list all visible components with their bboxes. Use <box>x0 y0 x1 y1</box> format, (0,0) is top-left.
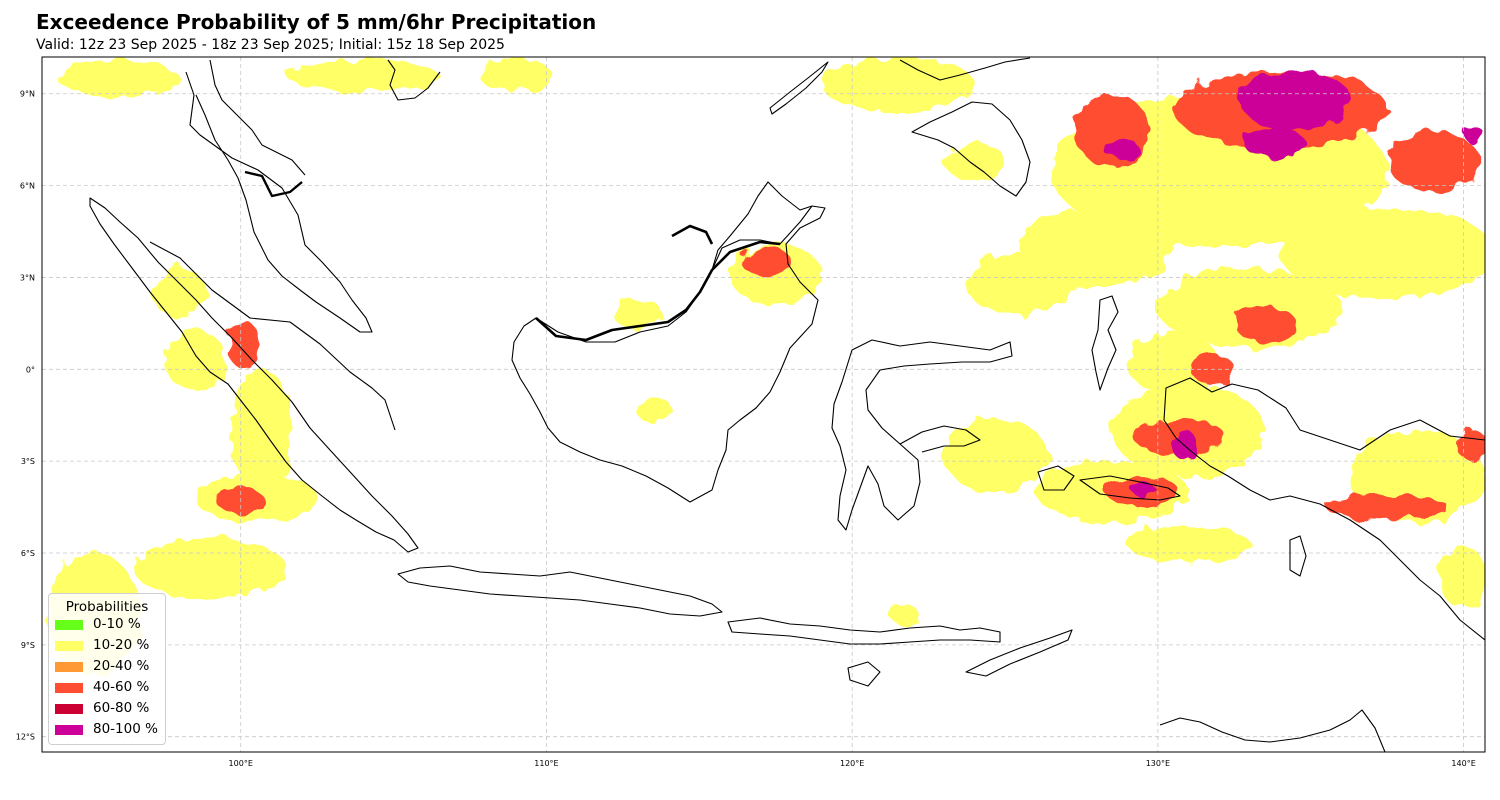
latitude-tick-label: 6°N <box>20 182 35 191</box>
legend-label: 20-40 % <box>93 658 150 674</box>
map-plot-area <box>42 57 1485 752</box>
longitude-tick-label: 140°E <box>1451 759 1475 768</box>
buru-coastline <box>1037 465 1075 491</box>
legend-label: 80-100 % <box>93 721 158 737</box>
legend-swatch <box>55 725 83 735</box>
thailand-border <box>244 170 303 198</box>
precip-area-80-100 <box>1240 69 1351 131</box>
sumatra-coastline <box>89 197 419 553</box>
legend-swatch <box>55 641 83 651</box>
borneo-north-border <box>671 224 714 245</box>
precip-area-10-20 <box>286 60 440 91</box>
precip-area-10-20 <box>1280 207 1485 299</box>
latitude-tick-label: 9°N <box>20 90 35 99</box>
precip-area-80-100 <box>1463 124 1482 143</box>
map-title: Exceedence Probability of 5 mm/6hr Preci… <box>36 10 597 34</box>
legend-item: 0-10 % <box>49 615 165 636</box>
new-guinea-coastline <box>1163 377 1485 641</box>
graticule <box>42 57 1485 752</box>
precip-area-40-60 <box>1234 304 1296 342</box>
precip-area-10-20 <box>821 57 975 113</box>
longitude-tick-label: 100°E <box>229 759 253 768</box>
precip-area-10-20 <box>152 268 208 318</box>
sulawesi-east-arm <box>899 425 981 453</box>
philippines-mindanao-coastline <box>911 101 1031 197</box>
precip-area-10-20 <box>1127 525 1250 563</box>
precip-area-80-100 <box>1130 482 1155 495</box>
precip-area-10-20 <box>965 252 1076 315</box>
sabah-outline <box>711 181 813 271</box>
legend-swatch <box>55 662 83 672</box>
longitude-tick-label: 130°E <box>1146 759 1170 768</box>
sulawesi-coastline <box>831 339 1013 531</box>
legend-swatch <box>55 704 83 714</box>
latitude-tick-label: 3°N <box>20 273 35 282</box>
axis-ticks: 100°E 110°E 120°E 130°E 140°E 9°N 6°N 3°N 0° 3°S 6… <box>16 90 1476 768</box>
legend-item: 20-40 % <box>49 657 165 678</box>
map-subtitle: Valid: 12z 23 Sep 2025 - 18z 23 Sep 2025… <box>36 37 505 53</box>
legend-swatch <box>55 620 83 630</box>
precip-area-80-100 <box>1243 127 1305 159</box>
legend-item: 40-60 % <box>49 678 165 699</box>
precip-area-10-20 <box>57 60 180 97</box>
lesser-sunda-coastline <box>727 617 1001 645</box>
longitude-tick-label: 110°E <box>534 759 558 768</box>
seram-coastline <box>1079 475 1181 501</box>
precip-area-40-60 <box>1457 430 1485 462</box>
vietnam-coastline <box>387 59 441 101</box>
precip-area-40-60 <box>228 320 260 370</box>
legend: Probabilities 0-10 % 10-20 % 20-40 % 40-… <box>48 593 166 745</box>
precip-area-10-20 <box>1439 546 1485 609</box>
precip-area-40-60 <box>1326 494 1449 520</box>
precip-area-10-20 <box>479 60 553 91</box>
legend-label: 0-10 % <box>93 616 141 632</box>
sumba-coastline <box>847 661 881 687</box>
philippines-visayas-coastline <box>899 57 1031 81</box>
thailand-cambodia-coastline <box>209 59 306 176</box>
probability-fill-layer <box>48 57 1485 676</box>
precip-area-40-60 <box>742 246 792 278</box>
latitude-tick-label: 12°S <box>16 733 35 742</box>
precip-area-10-20 <box>133 537 287 599</box>
precip-area-10-20 <box>613 298 663 330</box>
kalimantan-border <box>535 240 781 342</box>
legend-item: 60-80 % <box>49 699 165 720</box>
java-coastline <box>397 565 723 617</box>
precip-area-10-20 <box>888 605 920 624</box>
malay-peninsula-coastline <box>185 71 373 333</box>
legend-label: 60-80 % <box>93 700 150 716</box>
legend-title: Probabilities <box>65 599 149 615</box>
legend-label: 40-60 % <box>93 679 150 695</box>
precip-area-80-100 <box>1102 139 1140 159</box>
precip-area-10-20 <box>943 418 1048 492</box>
palawan-coastline <box>769 61 829 115</box>
latitude-tick-label: 6°S <box>21 549 35 558</box>
precip-area-10-20 <box>164 329 226 391</box>
map-frame <box>41 56 1486 753</box>
timor-coastline <box>965 629 1073 677</box>
coastline-layer <box>89 57 1485 752</box>
sumatra-east-coast <box>149 241 396 431</box>
legend-item: 10-20 % <box>49 636 165 657</box>
australia-coastline <box>1159 709 1386 752</box>
legend-swatch <box>55 683 83 693</box>
legend-item: 80-100 % <box>49 720 165 741</box>
latitude-tick-label: 9°S <box>21 641 35 650</box>
latitude-tick-label: 0° <box>26 365 35 374</box>
precip-area-10-20 <box>635 396 672 422</box>
precip-area-10-20 <box>943 142 1006 180</box>
longitude-tick-label: 120°E <box>840 759 864 768</box>
halmahera-coastline <box>1091 295 1119 391</box>
latitude-tick-label: 3°S <box>21 457 35 466</box>
aru-islands-coastline <box>1289 535 1307 577</box>
legend-label: 10-20 % <box>93 637 150 653</box>
precip-area-40-60 <box>1387 130 1479 192</box>
